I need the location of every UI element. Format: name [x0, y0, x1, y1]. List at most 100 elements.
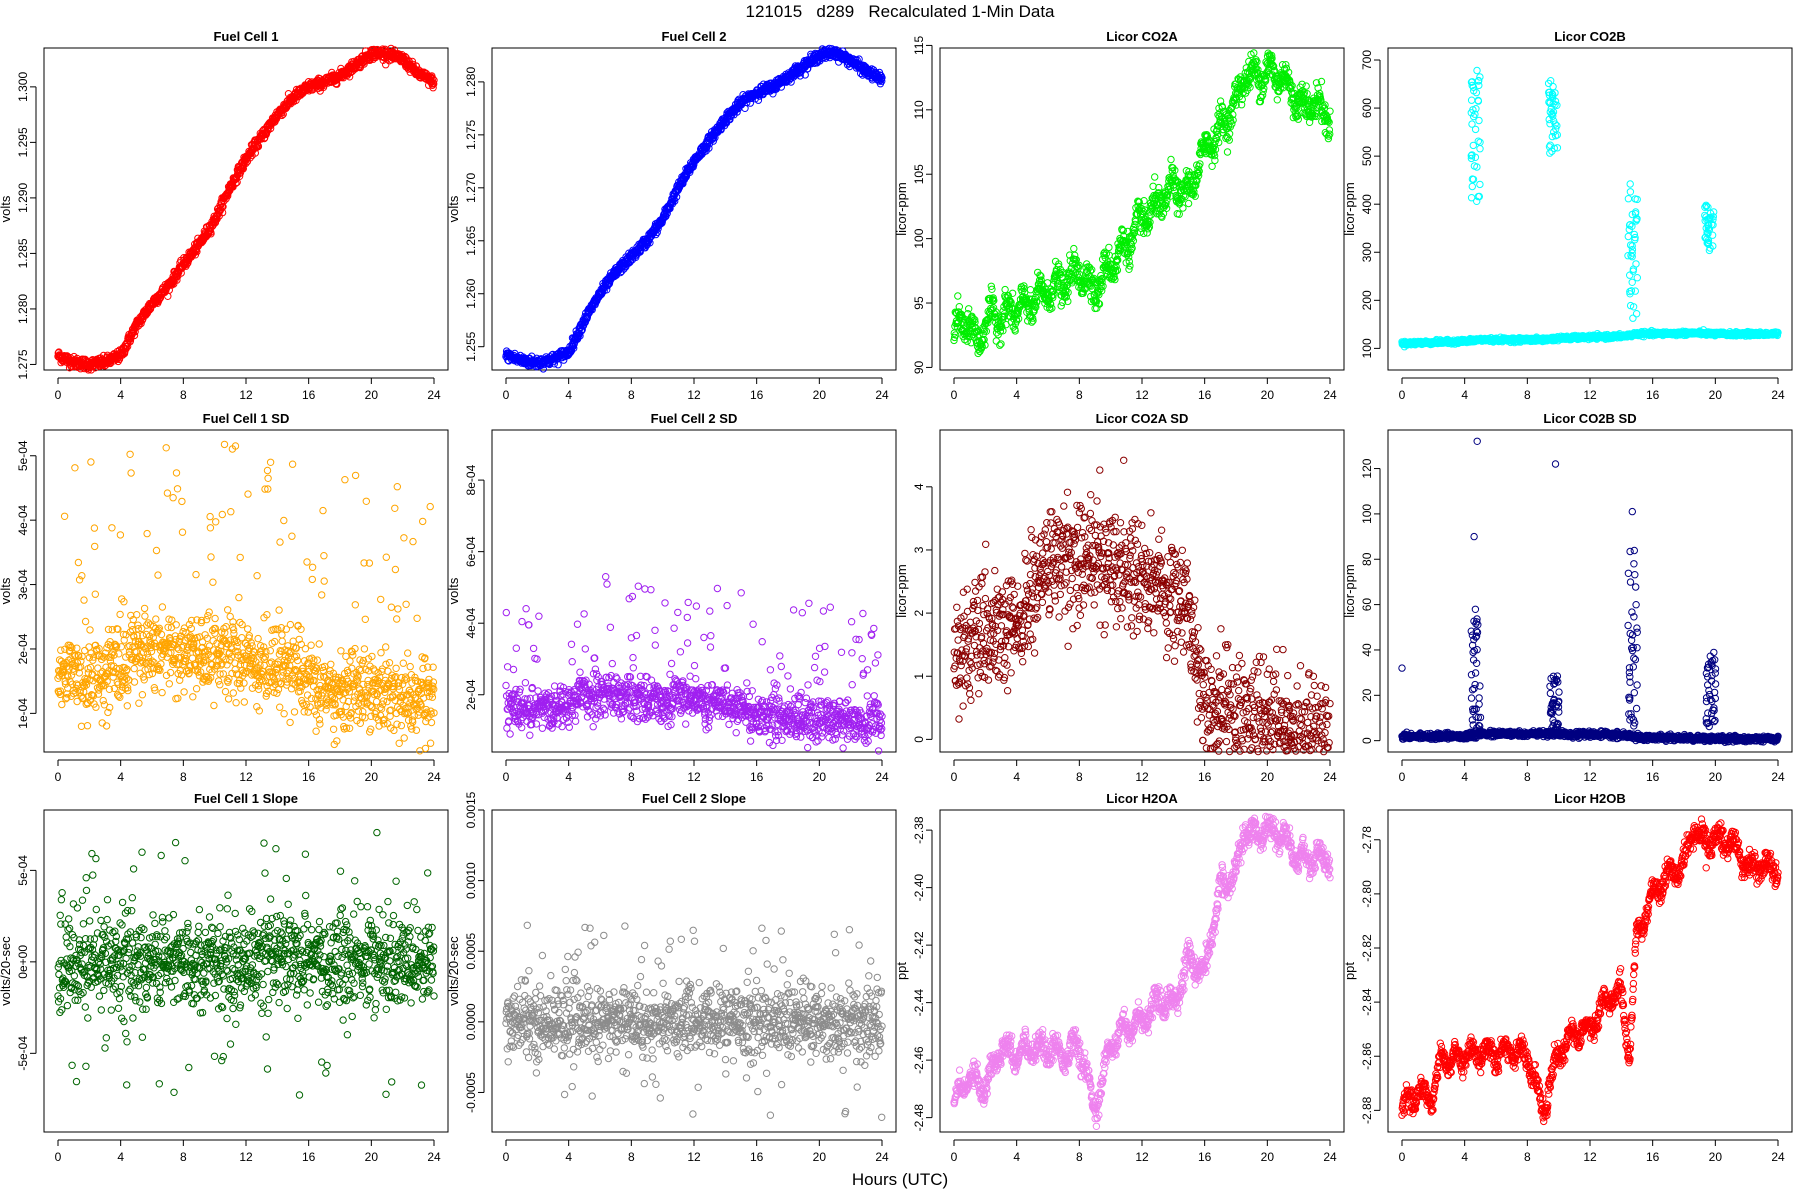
y-tick-label: 1.275	[464, 120, 478, 150]
y-axis-label: licor-ppm	[894, 182, 909, 235]
y-tick-label: 1.280	[464, 67, 478, 97]
x-tick-label: 4	[117, 388, 124, 402]
data-point	[954, 292, 962, 300]
chart-panel: Licor CO2B licor-ppm 0 4 8 12 16 20 24 100 200 300 4…	[1342, 29, 1793, 402]
x-tick-label: 0	[55, 388, 62, 402]
data-point	[1471, 125, 1480, 134]
data-point	[992, 337, 1000, 345]
x-tick-label: 0	[503, 388, 510, 402]
data-point	[254, 142, 263, 151]
y-tick-label: 200	[1360, 290, 1374, 310]
y-axis-label: volts	[446, 195, 461, 222]
data-point	[173, 276, 181, 284]
data-point	[1223, 148, 1232, 156]
y-tick-label: 95	[912, 296, 926, 310]
data-point	[165, 286, 174, 294]
chart-title: Licor CO2B	[1554, 29, 1626, 44]
y-tick-label: 115	[912, 36, 926, 55]
x-tick-label: 0	[1399, 388, 1406, 402]
x-tick-label: 20	[1709, 388, 1723, 402]
x-tick-label: 16	[302, 388, 316, 402]
data-point	[1302, 82, 1310, 90]
x-tick-label: 20	[1261, 388, 1275, 402]
x-axis-label: Hours (UTC)	[851, 1170, 949, 1189]
y-tick-label: 1.300	[16, 72, 30, 102]
x-tick-label: 24	[427, 388, 441, 402]
data-point	[1475, 116, 1483, 125]
x-tick-label: 8	[1524, 388, 1531, 402]
y-tick-label: 105	[912, 164, 926, 184]
x-tick-label: 24	[1323, 388, 1337, 402]
data-point	[1467, 194, 1476, 202]
data-series	[1398, 66, 1782, 351]
x-tick-label: 4	[1461, 388, 1468, 402]
x-tick-label: 12	[687, 388, 701, 402]
chart-title: Licor CO2A	[1106, 29, 1178, 44]
chart-title: Fuel Cell 2	[661, 29, 726, 44]
y-tick-label: 110	[912, 100, 926, 119]
data-point	[1273, 96, 1282, 104]
x-tick-label: 12	[239, 388, 253, 402]
data-point	[1326, 107, 1334, 115]
y-tick-label: 1.270	[464, 172, 478, 202]
data-point	[1476, 180, 1484, 189]
plot-frame	[43, 47, 449, 371]
data-point	[1105, 243, 1113, 252]
y-tick-label: 1.295	[16, 127, 30, 157]
x-tick-label: 4	[1013, 388, 1020, 402]
x-tick-label: 0	[951, 388, 958, 402]
data-point	[1476, 138, 1484, 147]
data-point	[218, 208, 227, 217]
data-point	[1151, 173, 1159, 181]
y-tick-label: 1.265	[464, 225, 478, 255]
data-point	[1208, 162, 1216, 171]
x-tick-label: 24	[875, 388, 889, 402]
x-tick-label: 24	[1771, 388, 1785, 402]
x-tick-label: 12	[1135, 388, 1149, 402]
data-point	[1167, 155, 1175, 164]
data-point	[130, 331, 139, 340]
data-point	[219, 203, 227, 211]
data-point	[261, 134, 269, 142]
y-tick-label: 600	[1360, 98, 1374, 118]
y-tick-label: 500	[1360, 146, 1374, 166]
data-point	[1184, 199, 1193, 208]
data-point	[207, 230, 215, 238]
data-point	[1211, 156, 1219, 165]
data-point	[1474, 76, 1483, 85]
x-tick-label: 4	[565, 388, 572, 402]
data-point	[122, 345, 130, 353]
data-point	[131, 328, 139, 336]
data-series	[54, 44, 438, 374]
y-axis-label: licor-ppm	[1342, 182, 1357, 235]
x-tick-label: 8	[628, 388, 635, 402]
x-tick-label: 20	[813, 388, 827, 402]
y-tick-label: 300	[1360, 242, 1374, 262]
x-tick-label: 8	[180, 388, 187, 402]
y-tick-label: 90	[912, 360, 926, 374]
data-series	[950, 49, 1334, 358]
data-point	[1070, 244, 1078, 253]
data-point	[278, 111, 286, 120]
x-tick-label: 16	[750, 388, 764, 402]
data-point	[246, 154, 254, 162]
x-tick-label: 8	[1076, 388, 1083, 402]
y-tick-label: 100	[1360, 338, 1374, 358]
x-tick-label: 16	[1646, 388, 1660, 402]
plot-frame	[491, 47, 897, 371]
x-tick-label: 12	[1583, 388, 1597, 402]
data-point	[183, 260, 191, 268]
data-point	[1476, 73, 1484, 81]
y-tick-label: 1.260	[464, 278, 478, 308]
y-tick-label: 1.285	[16, 238, 30, 268]
data-point	[1476, 145, 1484, 153]
chart-title: Fuel Cell 1	[213, 29, 278, 44]
y-tick-label: 400	[1360, 194, 1374, 214]
y-tick-label: 1.280	[16, 294, 30, 324]
x-tick-label: 20	[365, 388, 379, 402]
x-tick-label: 16	[1198, 388, 1212, 402]
data-point	[156, 294, 165, 302]
